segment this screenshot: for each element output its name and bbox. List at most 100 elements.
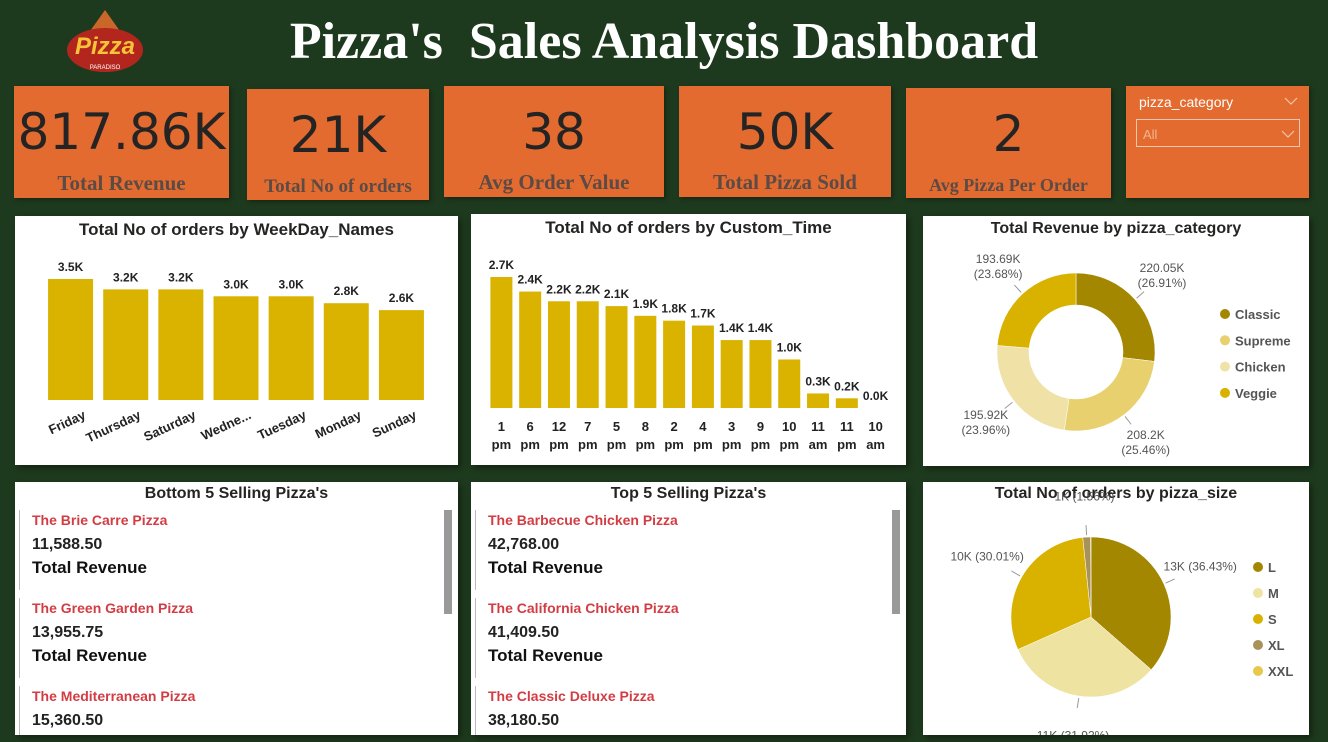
bar: [720, 340, 743, 408]
item-name: The Mediterranean Pizza: [32, 688, 196, 704]
data-label: 3.2K: [168, 270, 194, 284]
item-value: 11,588.50: [32, 536, 103, 553]
chart-plot: LMS XL XXL: [1010, 525, 1293, 709]
x-tick-label: Thursday: [84, 407, 144, 446]
x-tick-label: 9 pm: [750, 419, 771, 452]
slice: [997, 272, 1077, 349]
x-tick-label: Sunday: [370, 407, 420, 441]
x-tick-label: 1 pm: [491, 419, 512, 452]
chart-title: Total Revenue by pizza_category: [990, 220, 1242, 237]
chart-title: Total No of orders by pizza_size: [994, 485, 1238, 502]
data-label: 0.2K: [834, 379, 860, 393]
chart-panel: L M S XL XXL Total No of orders by pizza_size…: [923, 482, 1309, 735]
chart-title: Total No of orders by WeekDay_Names: [79, 220, 394, 239]
legend-label: Classic: [1235, 307, 1281, 322]
item-measure: Total Revenue: [32, 558, 147, 577]
list-item: The Classic Deluxe Pizza 38,180.50: [475, 686, 898, 735]
bar: [323, 303, 369, 400]
data-label: 0.3K: [805, 374, 831, 388]
list-item: The Green Garden Pizza 13,955.75 Total Rev…: [19, 598, 442, 678]
legend-marker: [1253, 614, 1263, 624]
bar: [103, 289, 149, 400]
data-label: 193.69K (23.68%): [973, 252, 1023, 282]
logo: Pizza PARADISO: [67, 10, 143, 72]
bar: [48, 279, 94, 400]
list-item: The California Chicken Pizza 41,409.50 Tot…: [475, 598, 898, 678]
leader-line: [1011, 570, 1021, 577]
bar: [605, 306, 628, 408]
list-item: The Brie Carre Pizza 11,588.50 Total Reven…: [19, 510, 442, 590]
slice: [1010, 537, 1092, 650]
chevron-icon: [1281, 130, 1295, 138]
chart-panel: 3.5K Friday 3.2K Thursday 3.2K Saturday 3.0K We…: [15, 216, 458, 465]
x-tick-label: 10 pm: [779, 419, 800, 452]
bar: [691, 325, 714, 408]
data-label: 2.4K: [517, 273, 543, 287]
chart-plot: 3.5K Friday 3.2K Thursday 3.2K Saturday 3.0K We…: [46, 260, 424, 446]
filter-dropdown[interactable]: All: [1136, 119, 1300, 147]
bar: [663, 320, 686, 408]
list-item: The Mediterranean Pizza 15,360.50: [19, 686, 442, 735]
kpi-label: Avg Pizza Per Order: [929, 175, 1088, 195]
data-label: 2.1K: [604, 287, 630, 301]
leader-line: [1085, 525, 1088, 536]
bar: [835, 398, 858, 408]
leader-line: [1165, 578, 1175, 584]
chart-panel: 2.7K 2.4K 2.2K 2.2K 2.1K 1.9K 1.8K 1.7K 1.4K 1.4K…: [471, 214, 906, 465]
kpi-value: 21K: [289, 106, 387, 164]
legend-label: XL: [1268, 638, 1285, 653]
filter-label: pizza_category: [1139, 94, 1234, 110]
bar: [807, 393, 830, 408]
x-tick-label: 6 pm: [520, 419, 540, 452]
item-value: 13,955.75: [32, 624, 104, 641]
item-measure: Total Revenue: [488, 558, 603, 577]
data-label: 3.0K: [278, 277, 304, 291]
scrollbar[interactable]: [444, 510, 452, 614]
data-label: 2.2K: [575, 282, 601, 296]
slice: [1017, 616, 1152, 698]
leader-line: [1136, 291, 1145, 299]
item-value: 42,768.00: [488, 536, 560, 553]
data-label: 13K (36.43%): [1163, 559, 1237, 574]
legend-label: XXL: [1268, 664, 1293, 679]
kpi-card: 50K Total Pizza Sold: [679, 86, 891, 197]
x-tick-label: 4 pm: [693, 419, 713, 452]
filter-selected: All: [1143, 127, 1158, 142]
kpi-value: 2: [992, 105, 1025, 163]
chart-panel: Classic Supreme Chicken Veggie Total Revenue…: [923, 216, 1309, 466]
chart-title: Total No of orders by Custom_Time: [545, 218, 832, 237]
data-label: 195.92K (23.96%): [961, 408, 1011, 438]
data-label: 1K (1.56%): [1054, 489, 1115, 504]
x-tick-label: Tuesday: [255, 407, 309, 443]
bar: [213, 296, 259, 400]
legend-marker: [1220, 361, 1230, 372]
dashboard-title: Pizza's Sales Analysis Dashboard: [289, 13, 1039, 70]
kpi-value: 50K: [736, 103, 834, 161]
chart-plot: Classic Supreme Chicken Veggie: [996, 272, 1291, 432]
chart-plot: 2.7K2.4K2.2K 2.2K 2.1K1.9K 1.8K 1.7K1.4K 1.4K…: [489, 258, 889, 408]
x-tick-label: 12 pm: [549, 419, 569, 452]
scrollbar[interactable]: [892, 510, 900, 614]
x-tick-label: 2 pm: [664, 419, 684, 452]
data-label: 208.2K (25.46%): [1121, 428, 1171, 458]
data-label: 1.9K: [633, 297, 659, 311]
x-tick-label: Saturday: [141, 407, 198, 444]
leader-line: [1124, 416, 1132, 425]
x-tick-label: 10 am: [866, 419, 885, 452]
bar: [490, 277, 513, 408]
legend-label: Veggie: [1235, 386, 1277, 401]
data-label: 1.7K: [690, 307, 716, 321]
legend-marker: [1253, 666, 1263, 676]
data-label: 11K (31.92%): [1031, 728, 1115, 735]
data-label: 3.5K: [58, 260, 84, 274]
item-name: The California Chicken Pizza: [488, 600, 679, 616]
bar: [547, 301, 570, 408]
data-label: 10K (30.01%): [950, 549, 1024, 564]
data-label: 2.6K: [389, 291, 415, 305]
list-item: The Barbecue Chicken Pizza 42,768.00 Total…: [475, 510, 898, 590]
item-name: The Green Garden Pizza: [32, 600, 194, 616]
kpi-card: 817.86K Total Revenue: [14, 86, 229, 198]
logo-badge: [67, 28, 143, 72]
data-label: 1.4K: [719, 321, 745, 335]
legend-marker: [1220, 387, 1230, 398]
